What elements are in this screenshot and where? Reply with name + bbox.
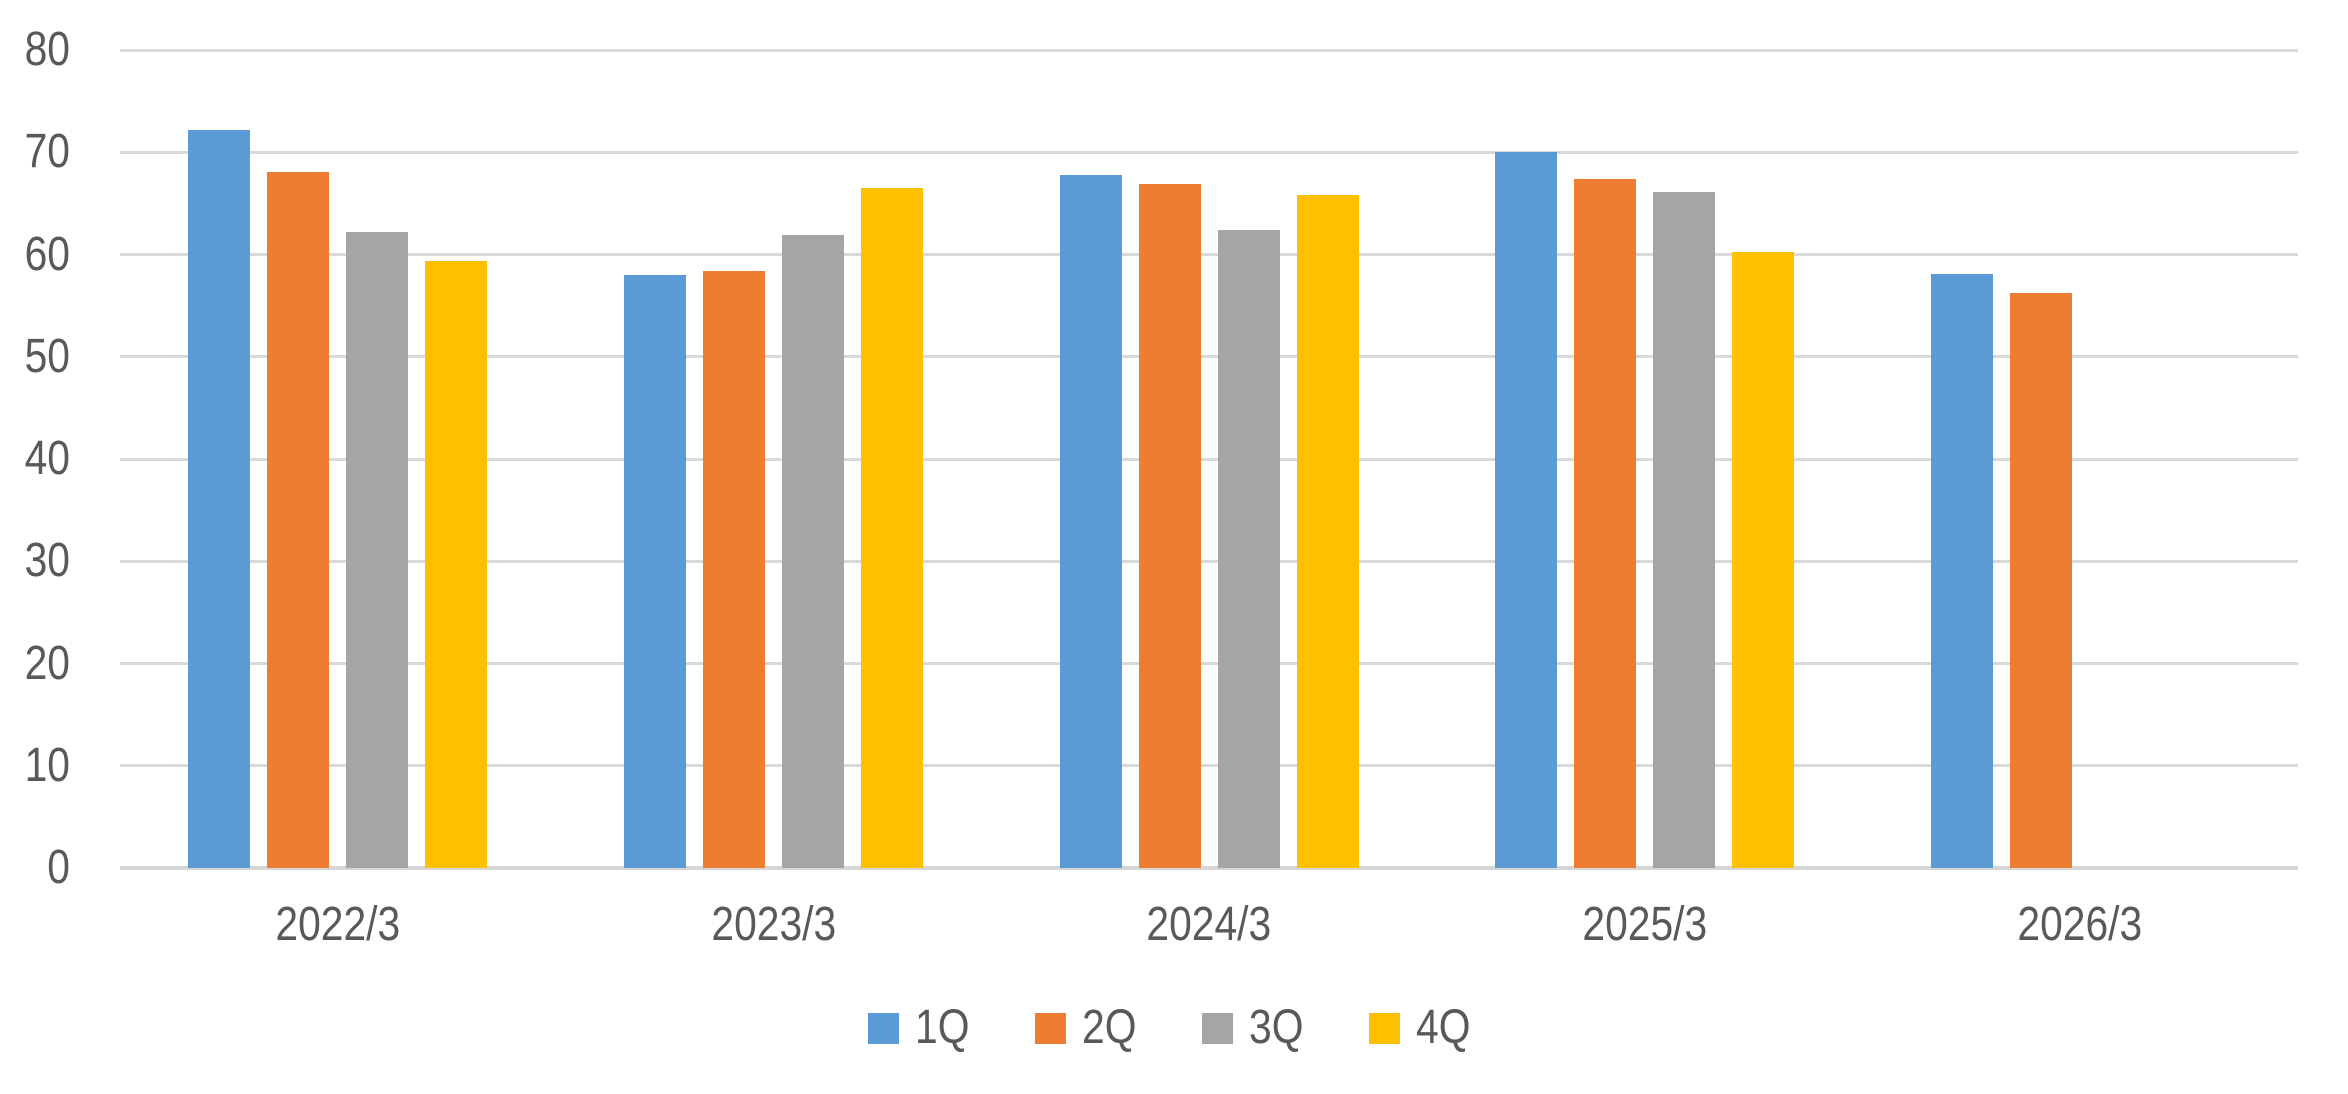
y-axis-tick-label: 20	[24, 636, 70, 690]
y-axis-tick-label: 50	[24, 329, 70, 383]
y-axis-tick-label: 30	[24, 534, 70, 588]
y-axis-tick-label: 80	[24, 23, 70, 76]
bar-4Q-2025-3	[1732, 252, 1795, 868]
legend-label: 1Q	[914, 1001, 970, 1054]
bar-4Q-2024-3	[1296, 195, 1359, 868]
bar-slot	[1495, 50, 1558, 868]
bar-2Q-2022-3	[267, 171, 330, 868]
x-axis-tick-label: 2024/3	[1146, 898, 1272, 951]
bar-slot	[1059, 50, 1122, 868]
y-axis-tick-label: 40	[24, 432, 70, 485]
y-gridline	[120, 559, 2298, 563]
bar-slot	[1653, 50, 1716, 868]
legend-label: 4Q	[1416, 1001, 1471, 1054]
bar-slot	[860, 50, 923, 868]
bar-4Q-2022-3	[425, 260, 488, 868]
bar-slot	[2009, 50, 2072, 868]
y-gridline	[120, 662, 2298, 665]
bar-slot	[1930, 50, 1993, 868]
y-gridline	[120, 253, 2298, 256]
bar-group-2026-3	[1930, 50, 2230, 868]
bar-3Q-2023-3	[781, 235, 844, 868]
x-axis-line	[120, 866, 2298, 870]
y-gridline	[120, 764, 2298, 768]
bar-1Q-2025-3	[1495, 152, 1558, 868]
legend-label: 2Q	[1081, 1001, 1137, 1054]
bar-group-2023-3	[623, 50, 923, 868]
y-axis-tick-label: 0	[47, 841, 70, 894]
bar-slot	[1296, 50, 1359, 868]
bar-slot	[1574, 50, 1637, 868]
y-axis-tick-label: 70	[24, 125, 70, 179]
legend-entry-4Q: 4Q	[1369, 998, 1480, 1058]
x-axis-tick-label: 2023/3	[710, 898, 836, 951]
bar-slot	[2089, 50, 2151, 868]
bar-3Q-2025-3	[1653, 192, 1716, 868]
bar-2Q-2023-3	[702, 270, 765, 868]
y-axis-tick-label: 10	[24, 738, 70, 792]
legend-entry-2Q: 2Q	[1034, 998, 1146, 1058]
bar-slot	[2168, 50, 2230, 868]
bar-2Q-2026-3	[2009, 293, 2072, 868]
y-gridline	[120, 150, 2298, 154]
bar-4Q-2023-3	[860, 188, 923, 868]
legend-entry-1Q: 1Q	[867, 998, 979, 1058]
bar-slot	[267, 50, 330, 868]
bar-slot	[1732, 50, 1795, 868]
bar-3Q-2022-3	[346, 232, 409, 868]
bar-slot	[623, 50, 686, 868]
legend-swatch-icon	[1202, 1012, 1233, 1044]
bar-group-2025-3	[1495, 50, 1795, 868]
legend-label: 3Q	[1249, 1001, 1304, 1054]
legend-swatch-icon	[867, 1012, 899, 1044]
legend-swatch-icon	[1034, 1012, 1066, 1044]
bar-slot	[346, 50, 409, 868]
bar-group-2022-3	[188, 50, 488, 868]
x-axis-tick-label: 2026/3	[2017, 898, 2143, 951]
bar-slot	[425, 50, 488, 868]
bar-1Q-2022-3	[188, 129, 251, 868]
bar-3Q-2024-3	[1217, 229, 1280, 868]
bar-2Q-2025-3	[1574, 178, 1637, 868]
bar-1Q-2024-3	[1059, 174, 1122, 868]
bar-slot	[1217, 50, 1280, 868]
bar-slot	[1138, 50, 1201, 868]
y-gridline	[120, 355, 2298, 359]
bar-slot	[781, 50, 844, 868]
bar-group-2024-3	[1059, 50, 1359, 868]
legend-entry-3Q: 3Q	[1202, 998, 1313, 1058]
chart-legend: 1Q 2Q 3Q 4Q	[0, 998, 2348, 1058]
y-gridline	[120, 48, 2298, 52]
bar-1Q-2023-3	[623, 274, 686, 868]
y-axis-tick-label: 60	[24, 227, 70, 281]
bar-2Q-2024-3	[1138, 183, 1201, 868]
bar-slot	[188, 50, 251, 868]
y-gridline	[120, 457, 2298, 461]
x-axis-tick-label: 2025/3	[1582, 898, 1707, 951]
legend-swatch-icon	[1369, 1012, 1401, 1044]
bar-slot	[702, 50, 765, 868]
x-axis-tick-label: 2022/3	[275, 898, 401, 951]
bar-1Q-2026-3	[1930, 273, 1993, 868]
